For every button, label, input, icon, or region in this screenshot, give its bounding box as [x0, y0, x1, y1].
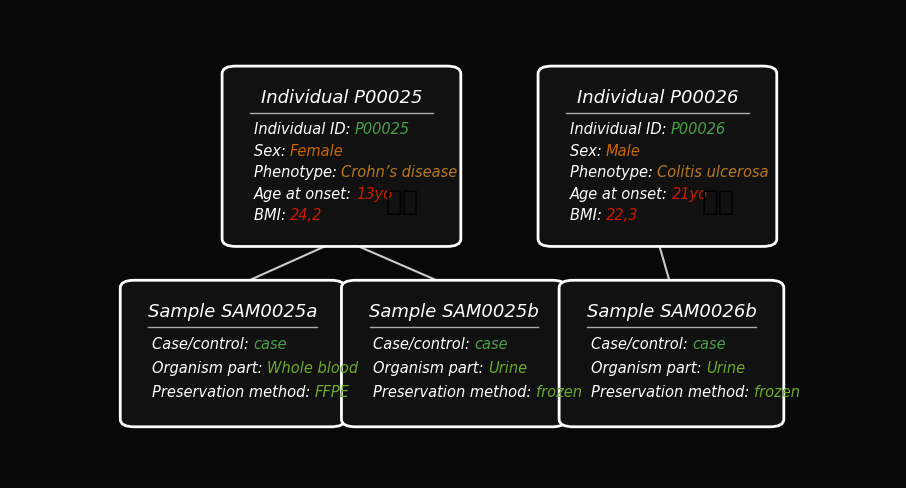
- Text: case: case: [692, 337, 726, 352]
- FancyBboxPatch shape: [120, 280, 345, 427]
- Text: Sample SAM0026b: Sample SAM0026b: [586, 303, 757, 321]
- Text: Sample SAM0025a: Sample SAM0025a: [148, 303, 317, 321]
- Text: frozen: frozen: [754, 386, 800, 401]
- Text: Organism part:: Organism part:: [152, 361, 267, 376]
- Text: Phenotype:: Phenotype:: [570, 165, 657, 180]
- Text: case: case: [475, 337, 508, 352]
- Text: Sample SAM0025b: Sample SAM0025b: [369, 303, 539, 321]
- Text: Organism part:: Organism part:: [373, 361, 488, 376]
- Text: Individual P00026: Individual P00026: [576, 89, 738, 106]
- Text: Urine: Urine: [706, 361, 745, 376]
- FancyBboxPatch shape: [222, 66, 461, 246]
- Text: Age at onset:: Age at onset:: [254, 187, 356, 202]
- Text: 21yo: 21yo: [672, 187, 708, 202]
- Text: Case/control:: Case/control:: [591, 337, 692, 352]
- Text: Sex:: Sex:: [254, 144, 290, 159]
- Text: Age at onset:: Age at onset:: [570, 187, 672, 202]
- Text: Whole blood: Whole blood: [267, 361, 358, 376]
- Text: Female: Female: [290, 144, 343, 159]
- Text: Individual ID:: Individual ID:: [570, 122, 670, 138]
- Text: FFPE: FFPE: [314, 386, 350, 401]
- Text: Individual ID:: Individual ID:: [254, 122, 355, 138]
- Text: Organism part:: Organism part:: [591, 361, 706, 376]
- Text: Male: Male: [606, 144, 641, 159]
- Text: Preservation method:: Preservation method:: [373, 386, 536, 401]
- Text: Sex:: Sex:: [570, 144, 606, 159]
- Text: case: case: [254, 337, 287, 352]
- Text: 🔑🔒: 🔑🔒: [701, 188, 735, 216]
- Text: 24,2: 24,2: [290, 208, 323, 223]
- Text: Preservation method:: Preservation method:: [152, 386, 314, 401]
- FancyBboxPatch shape: [342, 280, 566, 427]
- Text: P00026: P00026: [670, 122, 726, 138]
- Text: P00025: P00025: [355, 122, 410, 138]
- Text: Colitis ulcerosa: Colitis ulcerosa: [657, 165, 769, 180]
- Text: Individual P00025: Individual P00025: [261, 89, 422, 106]
- Text: BMI:: BMI:: [254, 208, 290, 223]
- Text: Case/control:: Case/control:: [373, 337, 475, 352]
- Text: Phenotype:: Phenotype:: [254, 165, 342, 180]
- Text: 13yo: 13yo: [356, 187, 392, 202]
- Text: Urine: Urine: [488, 361, 527, 376]
- Text: BMI:: BMI:: [570, 208, 606, 223]
- FancyBboxPatch shape: [538, 66, 776, 246]
- Text: frozen: frozen: [536, 386, 582, 401]
- Text: 22,3: 22,3: [606, 208, 639, 223]
- FancyBboxPatch shape: [559, 280, 784, 427]
- Text: 🔑🔒: 🔑🔒: [385, 188, 419, 216]
- Text: Preservation method:: Preservation method:: [591, 386, 754, 401]
- Text: Crohn’s disease: Crohn’s disease: [342, 165, 458, 180]
- Text: Case/control:: Case/control:: [152, 337, 254, 352]
